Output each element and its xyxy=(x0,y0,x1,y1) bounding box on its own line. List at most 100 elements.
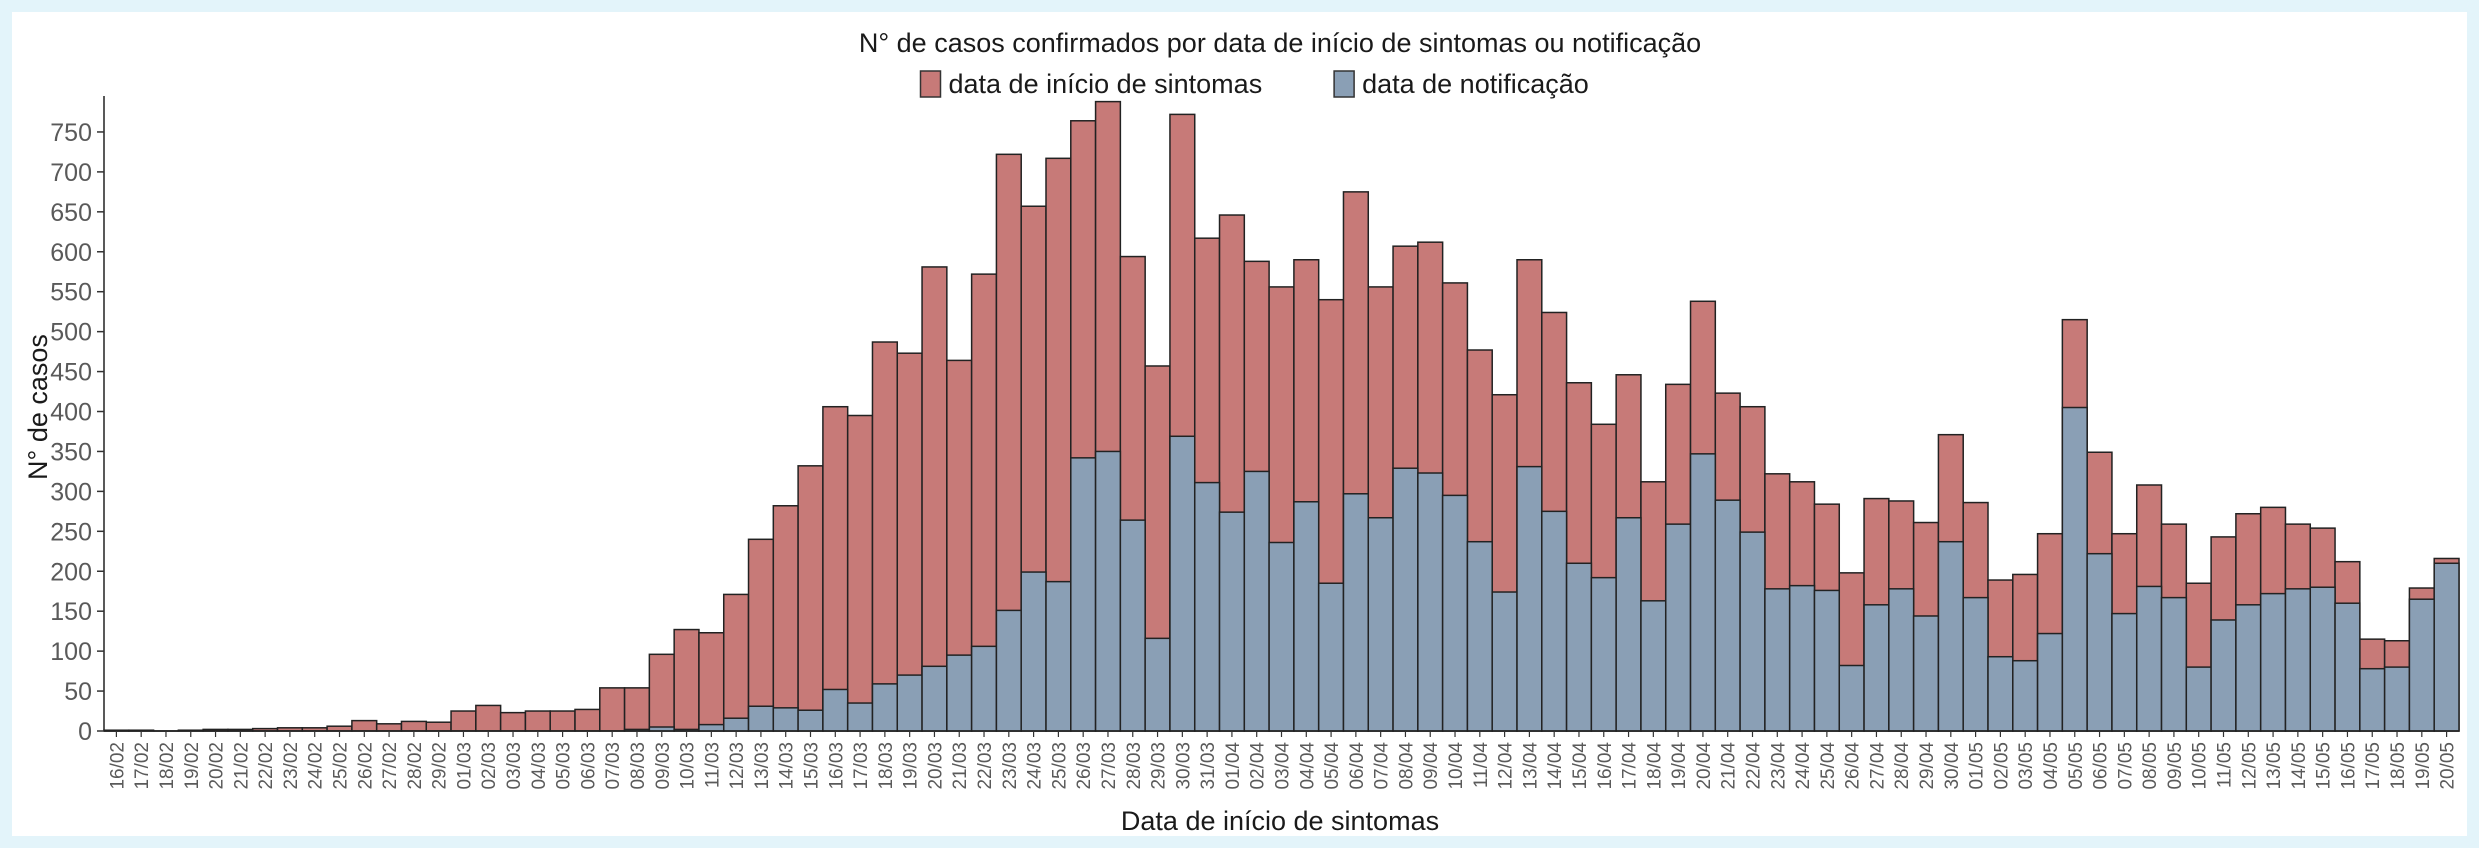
x-tick-label: 14/04 xyxy=(1545,742,1566,790)
x-tick-label: 20/02 xyxy=(207,742,228,790)
bar-notificacao xyxy=(2061,406,2088,732)
x-tick-label: 29/02 xyxy=(430,742,451,790)
bar-sintomas xyxy=(475,704,502,732)
bar-notificacao xyxy=(2210,619,2237,732)
bar-notificacao xyxy=(1466,540,1493,732)
x-tick-label: 11/04 xyxy=(1471,742,1492,789)
bar-sintomas xyxy=(425,721,452,732)
bar-sintomas xyxy=(524,710,551,732)
bar-notificacao xyxy=(1441,494,1469,732)
x-tick-label: 22/02 xyxy=(256,742,277,790)
bar-notificacao xyxy=(1367,516,1394,732)
bar-sintomas xyxy=(375,723,403,732)
y-tick-label: 600 xyxy=(50,239,92,267)
x-tick-label: 20/04 xyxy=(1694,742,1715,790)
bar-notificacao xyxy=(698,723,725,732)
bar-notificacao xyxy=(772,707,799,732)
bar-chart: N° de casos confirmados por data de iníc… xyxy=(23,28,2460,836)
bar-notificacao xyxy=(2334,602,2361,732)
x-tick-label: 03/03 xyxy=(504,742,525,790)
bar-notificacao xyxy=(1615,516,1642,732)
x-tick-label: 26/02 xyxy=(355,742,376,790)
bar-notificacao xyxy=(2111,612,2138,732)
bar-notificacao xyxy=(1912,615,1940,732)
x-tick-label: 02/04 xyxy=(1248,742,1269,790)
bar-sintomas xyxy=(648,653,675,732)
x-tick-label: 12/05 xyxy=(2239,742,2260,790)
x-tick-label: 14/03 xyxy=(777,742,798,790)
bar-sintomas xyxy=(351,719,378,732)
x-tick-label: 09/03 xyxy=(653,742,674,790)
bar-sintomas xyxy=(400,720,428,732)
x-tick-label: 13/05 xyxy=(2264,742,2285,790)
x-tick-label: 19/05 xyxy=(2413,742,2434,790)
x-tick-label: 21/04 xyxy=(1719,742,1740,790)
y-tick-label: 150 xyxy=(50,598,92,626)
bar-notificacao xyxy=(1516,465,1543,732)
bar-notificacao xyxy=(1193,481,1221,732)
bar-notificacao xyxy=(1764,588,1791,732)
x-tick-label: 25/02 xyxy=(331,742,352,790)
bar-notificacao xyxy=(1268,541,1295,732)
bar-sintomas xyxy=(722,593,750,732)
y-tick-label: 500 xyxy=(50,319,92,347)
x-tick-label: 27/03 xyxy=(1099,742,1120,790)
bar-notificacao xyxy=(2235,604,2262,732)
x-tick-label: 17/02 xyxy=(132,742,153,790)
bar-notificacao xyxy=(2012,659,2039,732)
bar-notificacao xyxy=(2086,552,2113,732)
x-tick-label: 10/05 xyxy=(2190,742,2211,790)
y-tick-label: 700 xyxy=(50,159,92,187)
legend-swatch xyxy=(1333,70,1355,98)
bar-notificacao xyxy=(1293,501,1320,732)
x-tick-label: 12/03 xyxy=(727,742,748,790)
bar-notificacao xyxy=(2036,632,2064,732)
x-tick-label: 23/04 xyxy=(1768,742,1789,790)
x-tick-label: 06/03 xyxy=(578,742,599,790)
bar-notificacao xyxy=(1045,580,1072,732)
bar-notificacao xyxy=(1020,571,1047,732)
bar-sintomas xyxy=(871,341,899,732)
bar-notificacao xyxy=(2259,592,2287,732)
x-tick-label: 13/04 xyxy=(1520,742,1541,790)
x-tick-label: 19/03 xyxy=(901,742,922,790)
x-tick-label: 03/05 xyxy=(2016,742,2037,790)
x-tick-label: 11/03 xyxy=(702,742,723,788)
bar-notificacao xyxy=(2135,585,2163,732)
x-tick-label: 15/03 xyxy=(802,742,823,790)
x-tick-label: 10/04 xyxy=(1446,742,1467,790)
x-tick-label: 17/05 xyxy=(2363,742,2384,790)
y-tick-label: 250 xyxy=(50,518,92,546)
bar-sintomas xyxy=(623,687,651,732)
bar-notificacao xyxy=(2359,667,2386,732)
x-tick-label: 08/04 xyxy=(1396,742,1417,790)
bar-notificacao xyxy=(896,674,923,732)
y-tick-label: 350 xyxy=(50,438,92,466)
x-tick-label: 06/04 xyxy=(1347,742,1368,790)
bar-notificacao xyxy=(1937,540,1964,732)
bar-notificacao xyxy=(1689,453,1717,732)
x-tick-label: 04/03 xyxy=(529,742,550,790)
x-tick-label: 31/03 xyxy=(1198,742,1219,790)
bar-notificacao xyxy=(1218,511,1246,732)
bar-sintomas xyxy=(698,632,725,732)
bar-notificacao xyxy=(1541,510,1568,732)
bar-notificacao xyxy=(1491,591,1518,732)
x-tick-label: 15/05 xyxy=(2314,742,2335,790)
bar-notificacao xyxy=(1863,604,1890,732)
bar-notificacao xyxy=(2160,596,2188,732)
x-tick-label: 13/03 xyxy=(752,742,773,790)
bar-notificacao xyxy=(1640,600,1667,732)
x-tick-label: 03/04 xyxy=(1273,742,1294,790)
bar-notificacao xyxy=(1144,637,1171,732)
bar-notificacao xyxy=(1417,472,1444,732)
bar-sintomas xyxy=(896,352,923,732)
x-tick-label: 28/04 xyxy=(1892,742,1913,790)
x-tick-label: 25/03 xyxy=(1049,742,1070,790)
bar-notificacao xyxy=(1987,655,2014,732)
bar-notificacao xyxy=(822,688,849,732)
legend-label: data de início de sintomas xyxy=(949,69,1263,99)
y-tick-label: 0 xyxy=(78,718,92,746)
bar-notificacao xyxy=(2433,562,2460,732)
x-tick-label: 26/03 xyxy=(1074,742,1095,790)
